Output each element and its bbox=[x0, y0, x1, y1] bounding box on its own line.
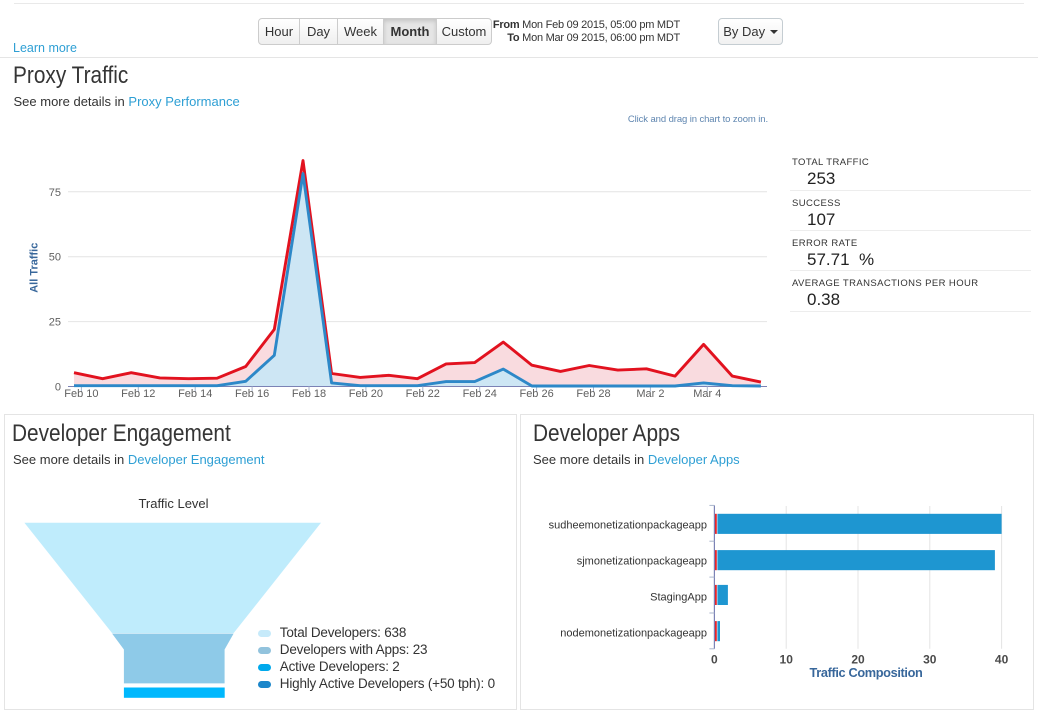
svg-text:0: 0 bbox=[711, 652, 718, 666]
svg-text:Mar 2: Mar 2 bbox=[636, 388, 664, 400]
svg-text:40: 40 bbox=[995, 652, 1009, 666]
svg-text:All Traffic: All Traffic bbox=[29, 243, 41, 293]
svg-text:25: 25 bbox=[49, 317, 61, 329]
svg-text:20: 20 bbox=[851, 652, 865, 666]
svg-text:Mar 4: Mar 4 bbox=[693, 388, 721, 400]
svg-text:Feb 16: Feb 16 bbox=[235, 388, 269, 400]
svg-text:Feb 22: Feb 22 bbox=[406, 388, 440, 400]
svg-text:sjmonetizationpackageapp: sjmonetizationpackageapp bbox=[577, 556, 707, 568]
svg-text:Traffic Level: Traffic Level bbox=[138, 496, 208, 511]
svg-text:Feb 28: Feb 28 bbox=[576, 388, 610, 400]
svg-text:Feb 26: Feb 26 bbox=[519, 388, 553, 400]
svg-text:Traffic Composition: Traffic Composition bbox=[810, 666, 923, 680]
svg-text:75: 75 bbox=[49, 187, 61, 199]
svg-text:Feb 20: Feb 20 bbox=[349, 388, 383, 400]
svg-text:Feb 18: Feb 18 bbox=[292, 388, 326, 400]
svg-text:50: 50 bbox=[49, 252, 61, 264]
svg-text:StagingApp: StagingApp bbox=[650, 592, 707, 604]
svg-text:nodemonetizationpackageapp: nodemonetizationpackageapp bbox=[560, 628, 707, 640]
svg-text:30: 30 bbox=[923, 652, 937, 666]
svg-text:10: 10 bbox=[780, 652, 794, 666]
svg-text:Feb 14: Feb 14 bbox=[178, 388, 212, 400]
svg-text:Feb 12: Feb 12 bbox=[121, 388, 155, 400]
svg-text:Feb 24: Feb 24 bbox=[463, 388, 497, 400]
svg-text:sudheemonetizationpackageapp: sudheemonetizationpackageapp bbox=[549, 520, 707, 532]
svg-text:Feb 10: Feb 10 bbox=[64, 388, 98, 400]
svg-text:0: 0 bbox=[55, 382, 61, 394]
